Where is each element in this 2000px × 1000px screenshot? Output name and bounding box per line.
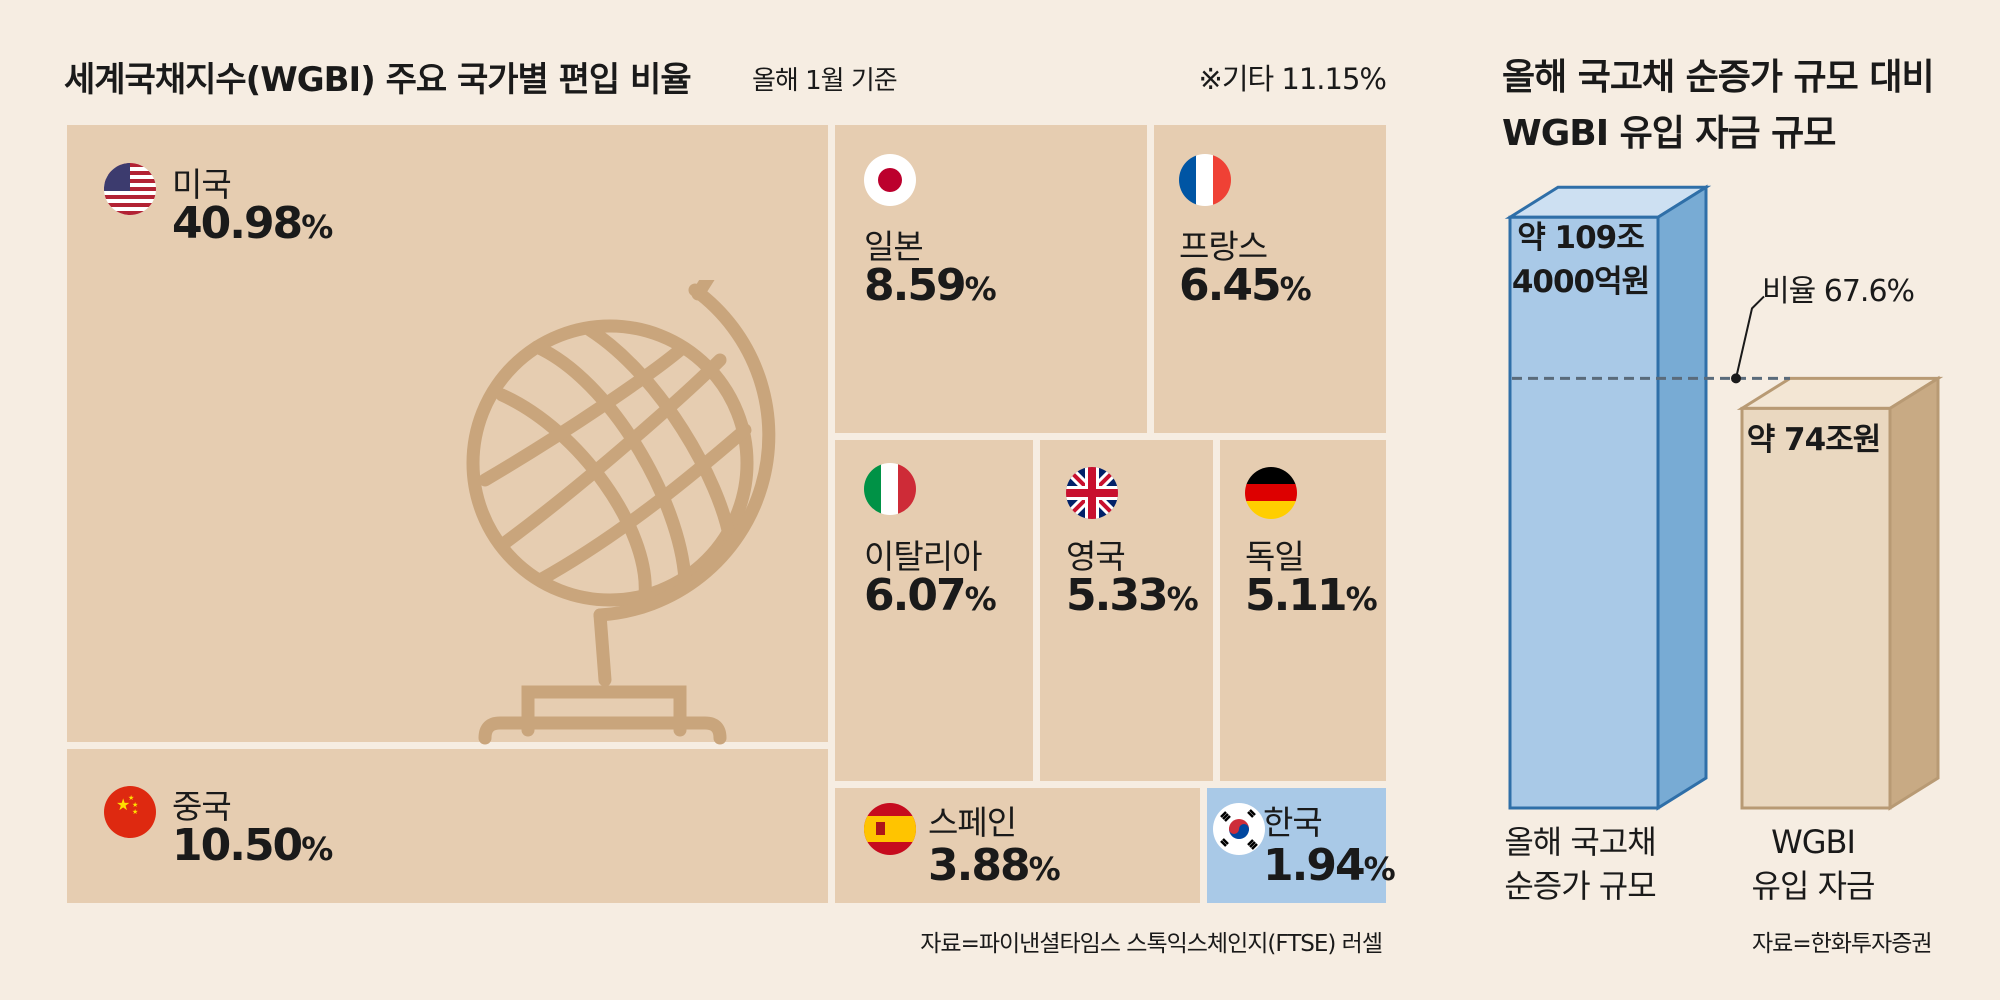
treemap-label-japan: 일본: [864, 227, 924, 266]
right-chart-source: 자료=한화투자증권: [1752, 931, 1933, 957]
svg-text:★: ★: [128, 794, 134, 802]
bar-2-category-line-2: 유입 자금: [1751, 867, 1876, 905]
bar-1-category-line-2: 순증가 규모: [1504, 867, 1656, 905]
treemap-value-korea: 1.94%: [1263, 840, 1396, 891]
globe-icon: [466, 280, 776, 745]
treemap-cell-usa: [67, 125, 828, 742]
treemap-value-italy: 6.07%: [864, 570, 997, 621]
bar-1-value-line-1: 약 109조: [1517, 220, 1645, 256]
treemap-label-germany: 독일: [1245, 537, 1305, 576]
bar-1-category-line-1: 올해 국고채: [1504, 823, 1656, 861]
bar-2-value-line-1: 약 74조원: [1746, 422, 1882, 458]
bar-2-category-line-1: WGBI: [1771, 823, 1856, 861]
ratio-leader-line: [1735, 295, 1765, 379]
treemap-value-germany: 5.11%: [1245, 570, 1378, 621]
spain-flag-icon: [864, 803, 916, 855]
japan-flag-icon: [864, 154, 916, 206]
treemap-cell-china: [67, 749, 828, 903]
left-chart-source: 자료=파이낸셜타임스 스톡익스체인지(FTSE) 러셀: [920, 931, 1383, 957]
bar-2-front-face: [1740, 406, 1892, 810]
treemap-value-uk: 5.33%: [1066, 570, 1199, 621]
italy-flag-icon: [864, 463, 916, 515]
china-flag-icon: ★ ★ ★ ★: [104, 786, 156, 838]
korea-flag-icon: [1213, 803, 1265, 855]
treemap-label-italy: 이탈리아: [864, 537, 982, 576]
other-share-note: ※기타 11.15%: [1198, 62, 1387, 96]
treemap-value-china: 10.50%: [172, 820, 334, 871]
bar-1-value-label: 약 109조 4000억원: [1508, 216, 1653, 304]
svg-text:★: ★: [132, 801, 138, 809]
treemap-label-uk: 영국: [1066, 537, 1126, 576]
bar-2-side-face: [1888, 375, 1940, 811]
bar-1-front-face: [1508, 215, 1660, 810]
bar-2-value-label: 약 74조원: [1740, 418, 1887, 462]
svg-text:★: ★: [116, 795, 130, 814]
treemap-label-france: 프랑스: [1179, 227, 1268, 266]
treemap-label-spain: 스페인: [928, 803, 1017, 842]
left-chart-subtitle: 올해 1월 기준: [752, 66, 898, 96]
right-chart-title: 올해 국고채 순증가 규모 대비 WGBI 유입 자금 규모: [1502, 57, 1935, 154]
treemap-value-france: 6.45%: [1179, 260, 1312, 311]
ratio-label: 비율 67.6%: [1762, 274, 1915, 309]
treemap-label-china: 중국: [172, 787, 232, 826]
left-chart-title: 세계국채지수(WGBI) 주요 국가별 편입 비율: [64, 60, 692, 100]
germany-flag-icon: [1245, 467, 1297, 519]
france-flag-icon: [1179, 154, 1231, 206]
treemap-value-japan: 8.59%: [864, 260, 997, 311]
bar-2-category-label: WGBI 유입 자금: [1713, 820, 1913, 908]
treemap-label-usa: 미국: [172, 165, 232, 204]
svg-text:★: ★: [132, 808, 138, 816]
treemap-label-korea: 한국: [1263, 803, 1323, 842]
bar-1-value-line-2: 4000억원: [1511, 264, 1650, 300]
treemap-value-usa: 40.98%: [172, 198, 334, 249]
bar-1-category-label: 올해 국고채 순증가 규모: [1480, 820, 1680, 908]
uk-flag-icon: [1066, 467, 1118, 519]
ratio-marker-dot: [1731, 373, 1741, 384]
bar-1-side-face: [1656, 184, 1708, 811]
bar-chart-svg: [1504, 184, 1944, 811]
treemap-value-spain: 3.88%: [928, 840, 1061, 891]
usa-flag-icon: [104, 163, 156, 215]
